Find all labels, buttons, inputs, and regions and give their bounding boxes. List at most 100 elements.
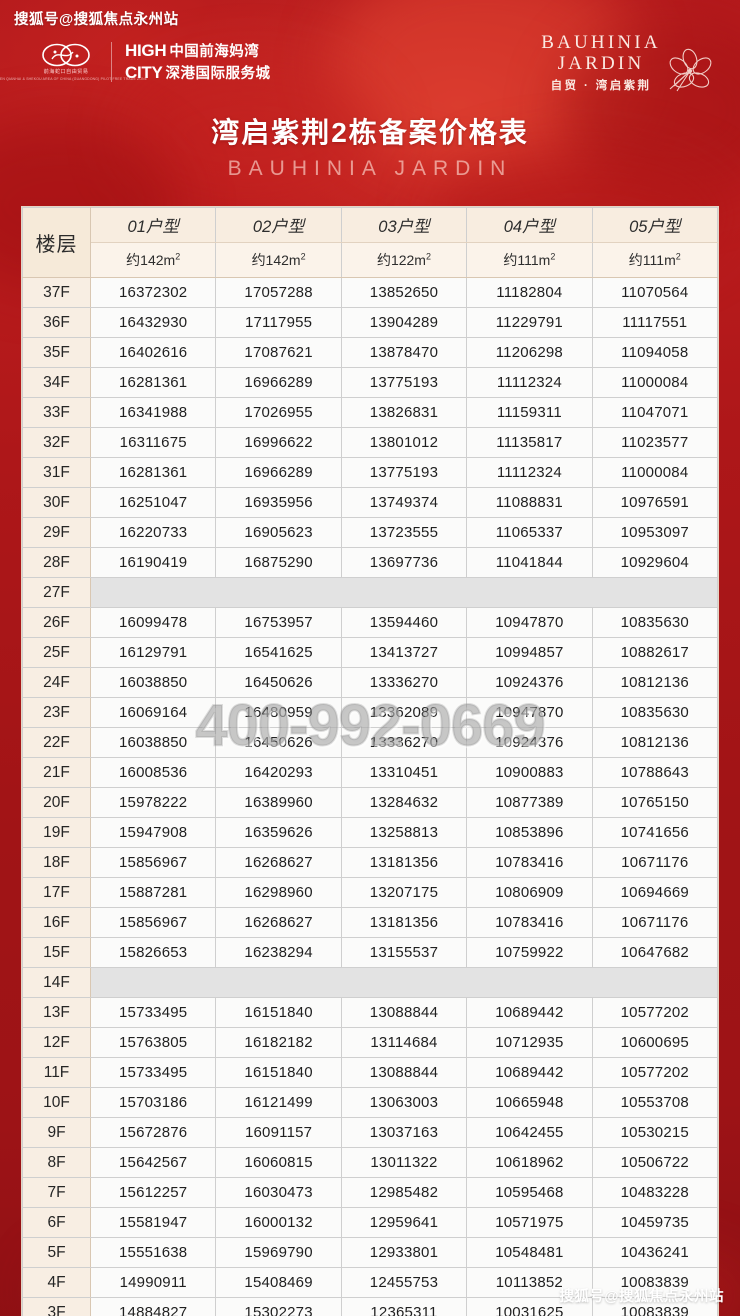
price-cell: 16935956: [215, 487, 342, 518]
price-cell: 15978222: [89, 787, 217, 818]
price-cell: 10083839: [591, 1267, 719, 1298]
table-row: 23F 16069164 16480959 13362089 10947870 10835…: [22, 697, 719, 728]
price-cell: 11206298: [466, 337, 593, 368]
price-cell: 16069164: [89, 697, 217, 728]
price-cell: 10976591: [591, 487, 719, 518]
free-trade-zone-seal: 前海蛇口自由贸易 SHENZHEN QIANHAI & SHEKOU AREA …: [0, 39, 147, 85]
price-table-header: 楼层 01户型 02户型 03户型 04户型 05户型 约142m2 约142m…: [22, 207, 719, 278]
price-cell: 10577202: [591, 1057, 719, 1088]
price-cell: 16281361: [89, 367, 217, 398]
table-row: 7F 15612257 16030473 12985482 10595468 104832…: [22, 1177, 719, 1208]
price-cell: 10600695: [591, 1027, 719, 1058]
price-cell: 13336270: [340, 667, 468, 698]
price-cell: 13801012: [340, 427, 468, 458]
price-cell: 16099478: [89, 607, 217, 638]
poster-title-block: 湾启紫荆2栋备案价格表 BAUHINIA JARDIN: [0, 114, 740, 184]
price-cell: 10900883: [466, 757, 593, 788]
price-cell: 10759922: [466, 937, 593, 968]
high-city-logo: HIGH 中国前海妈湾 CITY 深港国际服务城: [125, 42, 271, 83]
price-cell: 12933801: [340, 1237, 468, 1268]
price-cell: 13878470: [340, 337, 468, 368]
column-header-unit-2: 03户型: [340, 207, 468, 243]
column-area-unit-2: 约122m2: [340, 242, 468, 278]
price-cell: 10671176: [591, 847, 719, 878]
price-cell: 12455753: [340, 1267, 468, 1298]
page-subtitle: BAUHINIA JARDIN: [227, 157, 513, 180]
price-cell: 13011322: [340, 1147, 468, 1178]
price-cell: 12365311: [340, 1297, 468, 1316]
price-cell: 14990911: [89, 1267, 217, 1298]
price-cell: 13336270: [340, 727, 468, 758]
floor-label-cell: 32F: [22, 427, 91, 458]
price-cell: 10618962: [466, 1147, 593, 1178]
column-header-unit-1: 02户型: [215, 207, 342, 243]
price-cell: 10783416: [466, 907, 593, 938]
price-cell: 10712935: [466, 1027, 593, 1058]
price-cell: 10548481: [466, 1237, 593, 1268]
price-cell: 16220733: [89, 517, 217, 548]
table-row: 19F 15947908 16359626 13258813 10853896 10741…: [22, 817, 719, 848]
price-cell: 10031625: [466, 1297, 593, 1316]
floor-label-cell: 13F: [22, 997, 91, 1028]
blank-floor-cell: [90, 577, 718, 608]
header-row-unit-name: 楼层 01户型 02户型 03户型 04户型 05户型: [22, 207, 719, 278]
floor-label-cell: 17F: [22, 877, 91, 908]
price-cell: 10947870: [466, 607, 593, 638]
column-area-unit-3: 约111m2: [466, 242, 593, 278]
floor-label-cell: 20F: [22, 787, 91, 818]
price-cell: 15733495: [89, 1057, 217, 1088]
price-cell: 16091157: [215, 1117, 342, 1148]
table-row: 24F 16038850 16450626 13336270 10924376 10812…: [22, 667, 719, 698]
floor-label-cell: 10F: [22, 1087, 91, 1118]
price-cell: 10459735: [591, 1207, 719, 1238]
price-cell: 12985482: [340, 1177, 468, 1208]
price-cell: 10665948: [466, 1087, 593, 1118]
floor-label-cell: 14F: [22, 967, 91, 998]
price-cell: 10947870: [466, 697, 593, 728]
price-cell: 11112324: [466, 367, 593, 398]
price-cell: 10671176: [591, 907, 719, 938]
price-cell: 10689442: [466, 1057, 593, 1088]
price-cell: 13114684: [340, 1027, 468, 1058]
price-cell: 16753957: [215, 607, 342, 638]
seal-emblem-icon: [42, 43, 90, 67]
site-watermark-top: 搜狐号@搜狐焦点永州站: [14, 12, 179, 28]
column-header-unit-4: 05户型: [591, 207, 719, 243]
price-cell: 13037163: [340, 1117, 468, 1148]
table-row: 5F 15551638 15969790 12933801 10548481 104362…: [22, 1237, 719, 1268]
price-cell: 16060815: [215, 1147, 342, 1178]
table-row: 10F 15703186 16121499 13063003 10665948 10553…: [22, 1087, 719, 1118]
area-value-3: 约111m: [503, 252, 551, 268]
price-cell: 16905623: [215, 517, 342, 548]
floor-label-cell: 7F: [22, 1177, 91, 1208]
floor-label-cell: 22F: [22, 727, 91, 758]
price-cell: 10571975: [466, 1207, 593, 1238]
price-cell: 10436241: [591, 1237, 719, 1268]
left-logo-group: 前海蛇口自由贸易 SHENZHEN QIANHAI & SHEKOU AREA …: [0, 34, 271, 90]
price-cell: 10553708: [591, 1087, 719, 1118]
column-area-unit-1: 约142m2: [215, 242, 342, 278]
price-cell: 13181356: [340, 847, 468, 878]
table-row: 34F 16281361 16966289 13775193 11112324 11000…: [22, 367, 719, 398]
floor-label-cell: 3F: [22, 1297, 91, 1316]
price-cell: 10647682: [591, 937, 719, 968]
table-row: 6F 15581947 16000132 12959641 10571975 104597…: [22, 1207, 719, 1238]
page-title: 湾启紫荆2栋备案价格表: [211, 117, 529, 148]
price-cell: 17117955: [215, 307, 342, 338]
table-row: 17F 15887281 16298960 13207175 10806909 10694…: [22, 877, 719, 908]
price-cell: 15408469: [215, 1267, 342, 1298]
price-table-container: 楼层 01户型 02户型 03户型 04户型 05户型 约142m2 约142m…: [21, 206, 719, 1316]
price-cell: 16420293: [215, 757, 342, 788]
price-cell: 16311675: [89, 427, 217, 458]
price-cell: 16268627: [215, 907, 342, 938]
table-row: 11F 15733495 16151840 13088844 10689442 10577…: [22, 1057, 719, 1088]
price-cell: 10530215: [591, 1117, 719, 1148]
price-cell: 16389960: [215, 787, 342, 818]
table-row: 30F 16251047 16935956 13749374 11088831 10976…: [22, 487, 719, 518]
price-cell: 13697736: [340, 547, 468, 578]
price-cell: 15703186: [89, 1087, 217, 1118]
price-cell: 11094058: [591, 337, 719, 368]
table-row: 26F 16099478 16753957 13594460 10947870 10835…: [22, 607, 719, 638]
area-sup-4: 2: [675, 251, 681, 262]
price-cell: 11229791: [466, 307, 593, 338]
